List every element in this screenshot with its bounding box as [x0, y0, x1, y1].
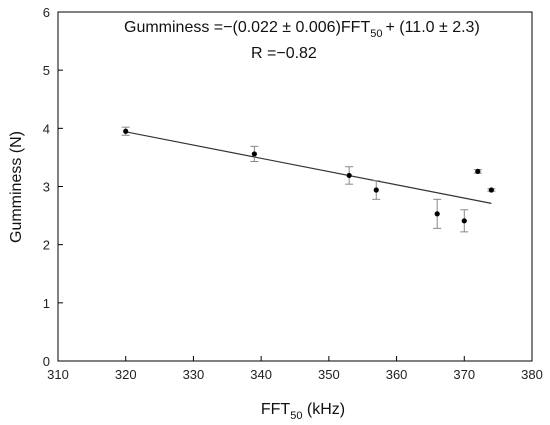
data-point [488, 187, 494, 193]
y-tick-label: 6 [43, 5, 50, 20]
x-tick-label: 330 [183, 367, 205, 382]
data-point [434, 211, 440, 217]
x-tick-label: 360 [386, 367, 408, 382]
x-tick-label: 310 [47, 367, 69, 382]
y-tick-label: 3 [43, 180, 50, 195]
x-tick-label: 320 [115, 367, 137, 382]
y-tick-label: 0 [43, 354, 50, 369]
data-point [123, 128, 129, 134]
ticks: 310 320 330 340 350 360 370 380 0 1 2 3 4 5 6 [43, 5, 543, 382]
data-point [461, 218, 467, 224]
plot-frame [57, 11, 533, 362]
axes [57, 11, 533, 362]
equation-annotation: Gumminess =−(0.022 ± 0.006)FFT50 + (11.0 … [124, 19, 480, 40]
x-tick-label: 340 [250, 367, 272, 382]
x-axis-title: FFT50 (kHz) [261, 401, 345, 422]
x-tick-label: 370 [453, 367, 475, 382]
data-point [251, 151, 257, 157]
y-axis-title: Gumminess (N) [8, 131, 25, 243]
data-point [346, 172, 352, 179]
x-tick-label: 350 [318, 367, 340, 382]
y-tick-label: 5 [43, 63, 50, 78]
y-tick-label: 2 [43, 238, 50, 253]
r-value-annotation: R =−0.82 [251, 45, 317, 62]
y-tick-label: 1 [43, 296, 50, 311]
data-point [373, 187, 379, 193]
y-tick-label: 4 [43, 121, 50, 136]
fit-line [125, 131, 492, 204]
x-tick-label: 380 [521, 367, 543, 382]
fit-line-group [125, 131, 492, 204]
data-point [475, 168, 481, 174]
data-points [121, 126, 496, 233]
